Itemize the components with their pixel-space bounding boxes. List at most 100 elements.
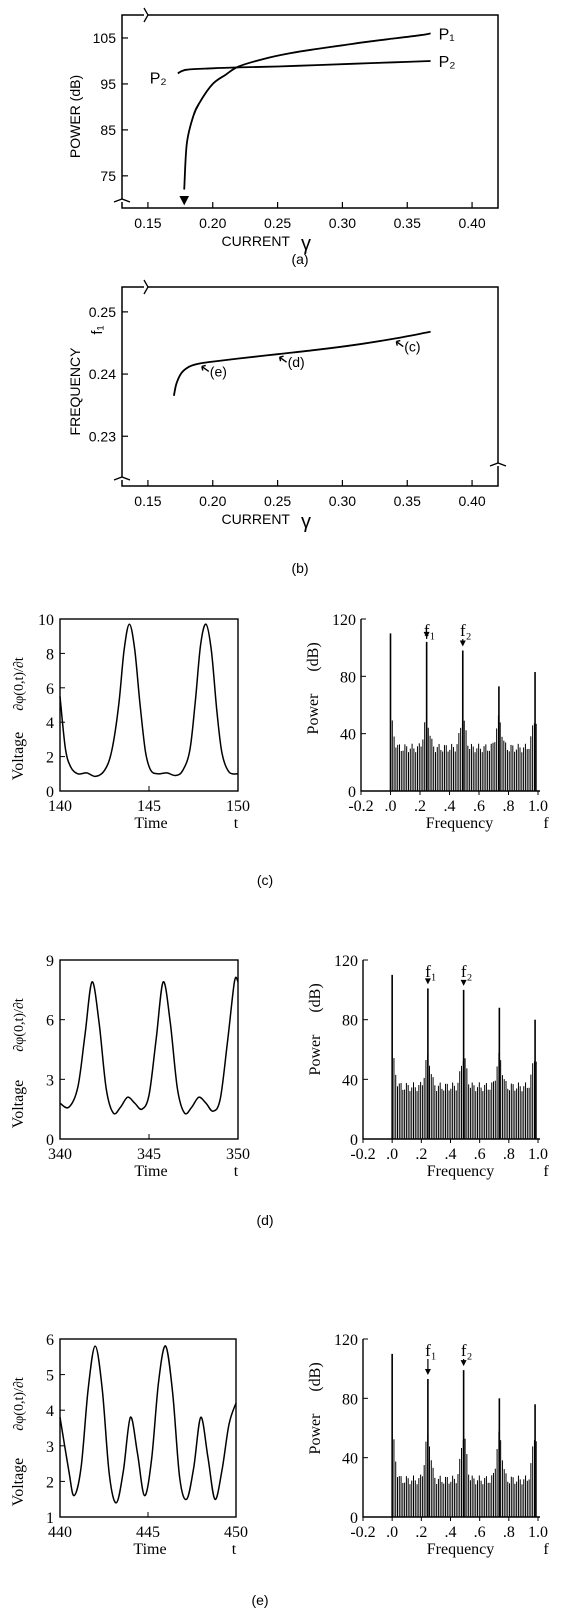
x-tick-label: .4 (445, 1524, 457, 1541)
x-tick-label: 450 (224, 1524, 248, 1541)
x-axis-label: Time (133, 1541, 166, 1558)
chart-d-time: 340 345 350 0 3 6 9 Time t Voltage ∂φ(0,t)/∂t (10, 953, 250, 1180)
plot-frame (59, 959, 239, 1140)
y-axis-label: Voltage (10, 1080, 27, 1129)
peak-label: f₂ (461, 962, 473, 981)
voltage-line (59, 976, 239, 1115)
y-axis-label: Power (307, 1413, 324, 1455)
panel-e-caption: (e) (251, 1592, 268, 1608)
y-tick-label: 10 (38, 612, 54, 629)
x-tick-label: .2 (415, 1146, 427, 1163)
x-tick-label: .4 (444, 798, 456, 815)
peak-label: f₁ (425, 962, 437, 981)
y-axis-label: FREQUENCY (67, 347, 83, 436)
x-tick-label: 140 (48, 798, 72, 815)
x-tick-label: -0.2 (350, 1524, 375, 1541)
x-tick-label: 0.20 (199, 493, 226, 509)
chart-e-spectrum: -0.2 .0 .2 .4 .6 .8 1.0 0 40 80 120 Frequency f Power… (307, 1332, 549, 1558)
voltage-line (59, 623, 239, 778)
x-tick-label: 145 (137, 798, 161, 815)
plot-frame (121, 14, 499, 209)
y-axis-label-derivative: ∂φ(0,t)/∂t (12, 1377, 27, 1431)
x-tick-label: .8 (503, 1524, 515, 1541)
x-tick-label: 0.25 (264, 493, 291, 509)
x-tick-label: 0.35 (394, 215, 421, 231)
y-tick-label: 40 (342, 1451, 358, 1468)
chart-c-spectrum: -0.2 .0 .2 .4 .6 .8 1.0 0 40 80 120 Frequency f Power… (305, 612, 549, 832)
marker-arrow (278, 355, 287, 363)
chart-a: 0.15 0.20 0.25 0.30 0.35 0.40 105 95 85 75 CURRENT… (67, 7, 499, 255)
y-tick-label: 6 (46, 681, 54, 698)
y-axis-unit: (dB) (305, 642, 322, 671)
y-tick-label: 4 (46, 715, 54, 732)
y-axis-label: Power (305, 693, 322, 735)
x-axis-label: CURRENT (222, 511, 291, 527)
x-tick-label: 1.0 (528, 798, 548, 815)
y-axis-unit: (dB) (307, 1362, 324, 1391)
x-tick-label: -0.2 (348, 798, 373, 815)
x-tick-label: 445 (136, 1524, 160, 1541)
x-axis-symbol: f (543, 1541, 549, 1558)
x-tick-label: 0.40 (458, 215, 485, 231)
onset-arrow-head (179, 196, 190, 206)
y-tick-label: 5 (46, 1368, 54, 1385)
peak-arrow-head (423, 631, 430, 638)
x-tick-label: .0 (386, 1524, 398, 1541)
y-tick-label: 120 (334, 1332, 358, 1349)
voltage-line (59, 1345, 237, 1504)
x-tick-label: .2 (415, 1524, 427, 1541)
x-tick-label: .8 (503, 798, 515, 815)
chart-d-spectrum: -0.2 .0 .2 .4 .6 .8 1.0 0 40 80 120 Frequency f Power… (307, 953, 549, 1180)
peak-label: f₂ (461, 1341, 473, 1360)
x-axis-symbol: t (234, 1163, 239, 1180)
x-tick-label: 0.35 (394, 493, 421, 509)
x-axis-label: Time (134, 1163, 167, 1180)
y-axis-label: Voltage (10, 732, 27, 781)
chart-e-time: 440 445 450 1 2 3 4 5 6 Time t Voltage ∂φ(0,t)/∂t (10, 1332, 248, 1558)
x-tick-label: 1.0 (528, 1524, 548, 1541)
y-tick-label: 4 (46, 1403, 54, 1420)
x-tick-label: .8 (503, 1146, 515, 1163)
x-tick-label: .0 (385, 798, 397, 815)
x-tick-label: 350 (226, 1146, 250, 1163)
y-tick-label: 105 (93, 30, 117, 46)
y-tick-label: 120 (332, 612, 356, 629)
x-tick-label: .6 (474, 1524, 486, 1541)
y-tick-label: 80 (342, 1013, 358, 1030)
axis-break-top (143, 279, 149, 295)
y-tick-label: 95 (100, 76, 116, 92)
marker-label: (c) (404, 339, 420, 355)
y-axis-symbol: f₁ (89, 325, 106, 334)
y-tick-label: 80 (340, 669, 356, 686)
y-axis-label: Voltage (10, 1458, 27, 1507)
peak-arrow-head (424, 978, 431, 985)
plot-frame (59, 1338, 237, 1518)
y-axis-label-derivative: ∂φ(0,t)/∂t (12, 998, 27, 1052)
y-tick-label: 40 (342, 1072, 358, 1089)
panel-b-caption: (b) (291, 560, 308, 576)
y-tick-label: 85 (100, 122, 116, 138)
x-tick-label: 0.40 (458, 493, 485, 509)
charts-layer: 0.15 0.20 0.25 0.30 0.35 0.40105958575CURRENT… (10, 7, 549, 1558)
peak-arrow-head (424, 1369, 431, 1376)
marker-label: (d) (288, 354, 305, 370)
y-tick-label: 0 (350, 1132, 358, 1149)
x-tick-label: 0.25 (264, 215, 291, 231)
peak-arrow-head (460, 979, 467, 986)
panel-c-caption: (c) (257, 872, 273, 888)
y-tick-label: 0.25 (89, 304, 116, 320)
y-tick-label: 120 (334, 953, 358, 970)
y-axis-label-derivative: ∂φ(0,t)/∂t (12, 657, 27, 711)
y-tick-label: 0 (46, 784, 54, 801)
x-tick-label: 0.15 (134, 215, 161, 231)
x-axis-label: Frequency (427, 1163, 495, 1180)
x-axis-symbol: f (543, 815, 549, 832)
x-axis-label: Frequency (426, 815, 494, 832)
x-tick-label: .4 (445, 1146, 457, 1163)
y-tick-label: 9 (46, 953, 54, 970)
axis-break-left (113, 198, 131, 203)
x-tick-label: .6 (473, 798, 485, 815)
marker-arrow (201, 364, 210, 373)
y-tick-label: 0.23 (89, 428, 116, 444)
